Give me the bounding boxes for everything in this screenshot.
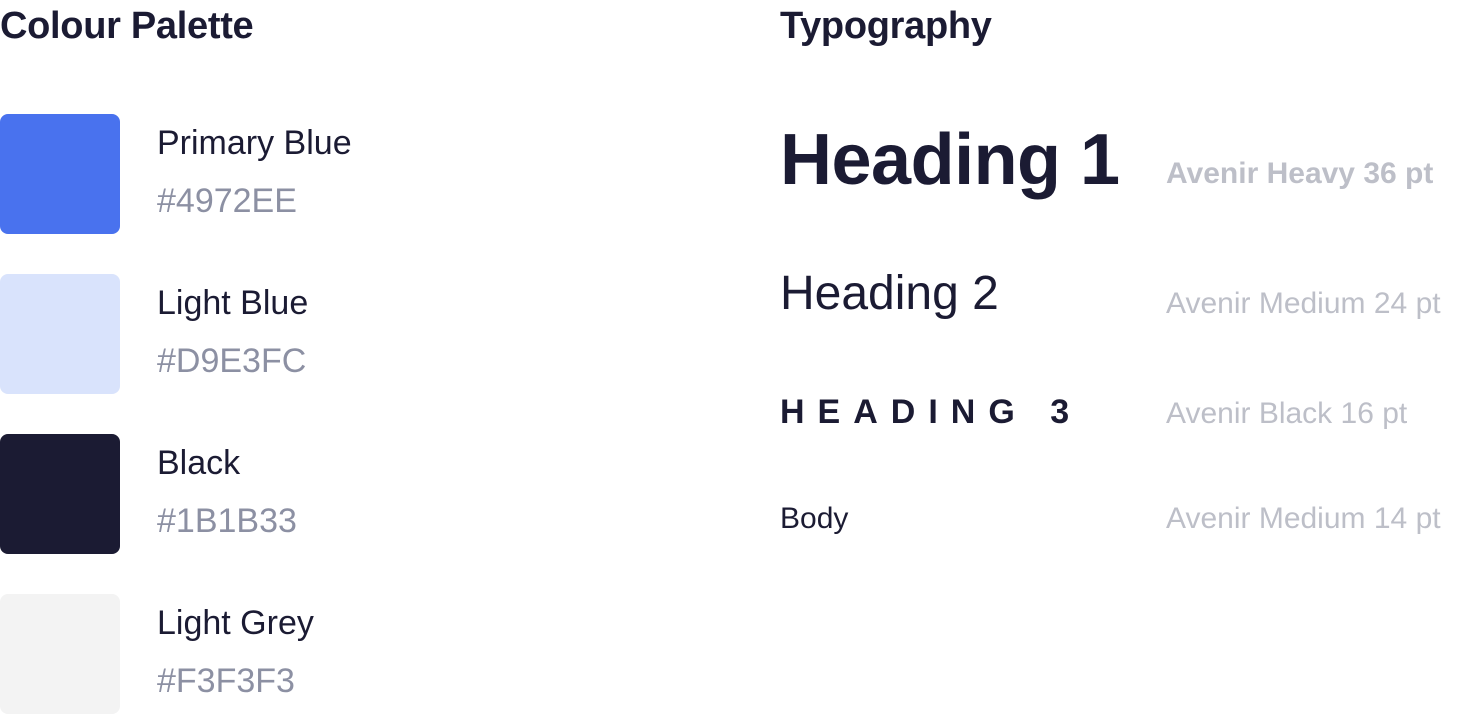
color-hex: #D9E3FC xyxy=(157,342,307,380)
body-spec: Avenir Medium 14 pt xyxy=(1166,502,1441,535)
color-item-primary-blue: Primary Blue #4972EE xyxy=(0,114,620,234)
color-hex: #1B1B33 xyxy=(157,502,297,540)
heading-3-spec: Avenir Black 16 pt xyxy=(1166,397,1408,430)
color-swatch-black xyxy=(0,434,120,554)
colour-palette-title: Colour Palette xyxy=(0,5,254,47)
heading-1-spec: Avenir Heavy 36 pt xyxy=(1166,157,1434,190)
color-item-light-grey: Light Grey #F3F3F3 xyxy=(0,594,620,714)
color-swatch-light-blue xyxy=(0,274,120,394)
typography-title: Typography xyxy=(780,5,992,47)
color-item-black: Black #1B1B33 xyxy=(0,434,620,554)
heading-2-spec: Avenir Medium 24 pt xyxy=(1166,287,1441,320)
color-name: Primary Blue xyxy=(157,124,352,162)
color-item-light-blue: Light Blue #D9E3FC xyxy=(0,274,620,394)
color-swatch-primary-blue xyxy=(0,114,120,234)
color-name: Light Blue xyxy=(157,284,309,322)
color-hex: #4972EE xyxy=(157,182,297,220)
color-name: Black xyxy=(157,444,241,482)
color-hex: #F3F3F3 xyxy=(157,662,295,700)
color-name: Light Grey xyxy=(157,604,314,642)
body-sample: Body xyxy=(780,502,849,535)
heading-3-sample: HEADING 3 xyxy=(780,393,1083,431)
heading-1-sample: Heading 1 xyxy=(780,120,1120,200)
color-swatch-light-grey xyxy=(0,594,120,714)
heading-2-sample: Heading 2 xyxy=(780,267,999,320)
